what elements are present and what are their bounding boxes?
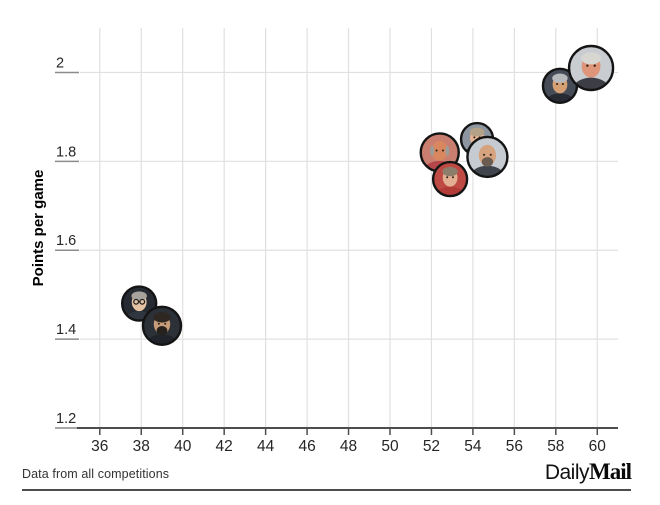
avatar-beard [481, 157, 494, 167]
avatar-eye [446, 176, 449, 179]
avatar-face [431, 140, 448, 161]
avatar-eye [561, 82, 564, 85]
avatar-hair [131, 291, 147, 301]
avatar-eye [451, 176, 454, 179]
avatar-shoulders [571, 77, 611, 91]
avatar-shoulders [544, 93, 576, 104]
avatar-ring-moyes [431, 160, 469, 198]
avatar-ring-ten-hag [466, 135, 509, 179]
footer-divider [22, 489, 631, 491]
y-tick-label: 2 [56, 55, 64, 71]
scatter-chart: 36 38 40 42 44 46 48 50 52 54 56 58 60 1.2 1.4 1.6 1.8 2 P… [30, 28, 618, 455]
avatar-hair [469, 127, 485, 137]
x-tick-label: 58 [547, 438, 564, 455]
avatar-ring-ferguson [567, 44, 615, 92]
avatar-eye [489, 153, 492, 156]
x-tick-label: 50 [381, 438, 399, 455]
avatar-eye [441, 149, 444, 152]
avatar-eye [473, 136, 476, 139]
x-tick-label: 60 [589, 438, 607, 455]
avatar-hair [445, 145, 450, 157]
y-tick-label: 1.4 [56, 322, 76, 338]
x-tick-label: 56 [506, 438, 523, 455]
x-tick-label: 40 [174, 438, 192, 455]
y-tick-label: 1.2 [56, 411, 76, 427]
avatar-hair [552, 73, 568, 83]
avatar-shoulders [469, 165, 506, 178]
avatar-eye [164, 322, 167, 325]
avatar-shoulders [144, 334, 179, 346]
avatar-eye [157, 322, 160, 325]
avatar-ring-rangnick [120, 285, 158, 322]
avatar-eye [483, 153, 486, 156]
avatar-eye [556, 82, 559, 85]
daily-mail-logo-mail: Mail [589, 459, 632, 484]
x-tick-label: 38 [133, 438, 150, 455]
x-tick-label: 42 [216, 438, 233, 455]
y-tick-label: 1.6 [56, 233, 76, 249]
avatar-eye [593, 64, 596, 67]
source-note: Data from all competitions [22, 467, 170, 481]
y-axis-title: Points per game [30, 170, 47, 287]
daily-mail-logo-daily: Daily [544, 461, 590, 484]
avatar-beard [156, 325, 168, 336]
x-tick-label: 52 [423, 438, 440, 455]
x-tick-label: 46 [298, 438, 315, 455]
avatar-eye [586, 64, 589, 67]
avatar-hair [581, 52, 601, 65]
avatar-hair [442, 166, 458, 177]
avatar-eye [435, 149, 438, 152]
x-tick-label: 36 [91, 438, 108, 455]
y-tick-label: 1.8 [56, 144, 76, 160]
avatar-shoulders [434, 186, 466, 197]
avatar-hair [153, 312, 171, 323]
x-tick-label: 48 [340, 438, 357, 455]
avatar-hair [430, 145, 435, 157]
daily-mail-logo: DailyMail [544, 459, 632, 485]
x-tick-label: 54 [464, 438, 482, 455]
avatar-ring-amorim [141, 305, 183, 346]
x-tick-label: 44 [257, 438, 275, 455]
